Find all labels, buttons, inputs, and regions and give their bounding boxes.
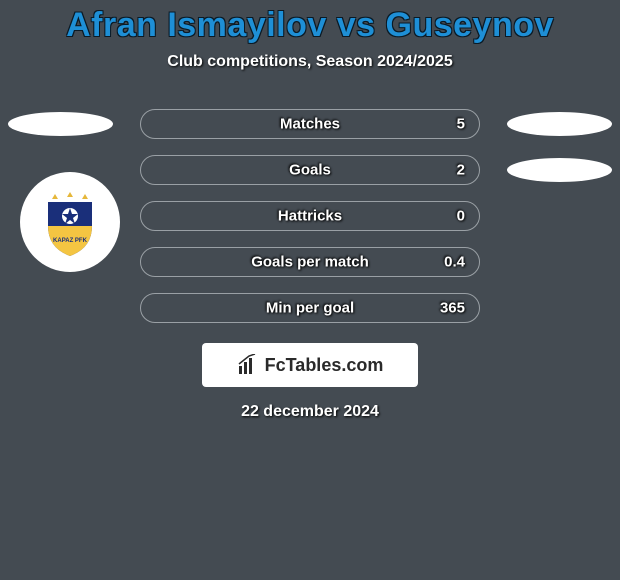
stat-label: Min per goal	[266, 300, 354, 317]
player-avatar-right	[507, 112, 612, 136]
stat-bar: Min per goal 365	[140, 293, 480, 323]
comparison-card: Afran Ismayilov vs Guseynov Club competi…	[0, 0, 620, 421]
stat-row: Min per goal 365	[0, 285, 620, 331]
svg-text:KAPAZ PFK: KAPAZ PFK	[53, 238, 88, 244]
club-avatar-right	[507, 158, 612, 182]
club-badge-left: KAPAZ PFK	[20, 172, 120, 272]
stat-bar: Goals per match 0.4	[140, 247, 480, 277]
shield-icon: KAPAZ PFK	[44, 192, 96, 252]
subtitle: Club competitions, Season 2024/2025	[0, 53, 620, 71]
stat-label: Hattricks	[278, 208, 342, 225]
page-title: Afran Ismayilov vs Guseynov	[0, 6, 620, 45]
stat-value-right: 365	[440, 300, 465, 317]
stat-bar: Matches 5	[140, 109, 480, 139]
date-text: 22 december 2024	[0, 403, 620, 421]
stat-value-right: 0	[457, 208, 465, 225]
stat-bar: Goals 2	[140, 155, 480, 185]
stat-bar: Hattricks 0	[140, 201, 480, 231]
player-avatar-left	[8, 112, 113, 136]
stat-label: Goals	[289, 162, 331, 179]
bar-chart-icon	[237, 354, 259, 376]
stat-label: Goals per match	[251, 254, 369, 271]
stat-value-right: 2	[457, 162, 465, 179]
brand-text: FcTables.com	[265, 355, 384, 376]
stat-label: Matches	[280, 116, 340, 133]
brand-box[interactable]: FcTables.com	[202, 343, 418, 387]
stat-value-right: 5	[457, 116, 465, 133]
stat-row: Matches 5	[0, 101, 620, 147]
stat-value-right: 0.4	[444, 254, 465, 271]
